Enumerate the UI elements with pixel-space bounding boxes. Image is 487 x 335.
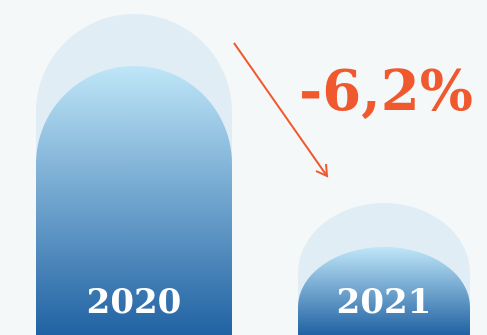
arrow-head-icon: [315, 163, 329, 178]
bar-2020: [36, 66, 232, 335]
change-annotation: -6,2%: [299, 58, 473, 124]
bar-label-2021: 2021: [337, 282, 432, 322]
bar-2021: [298, 247, 470, 335]
bar-label-2020: 2020: [87, 282, 182, 322]
arrow-line: [233, 42, 328, 177]
